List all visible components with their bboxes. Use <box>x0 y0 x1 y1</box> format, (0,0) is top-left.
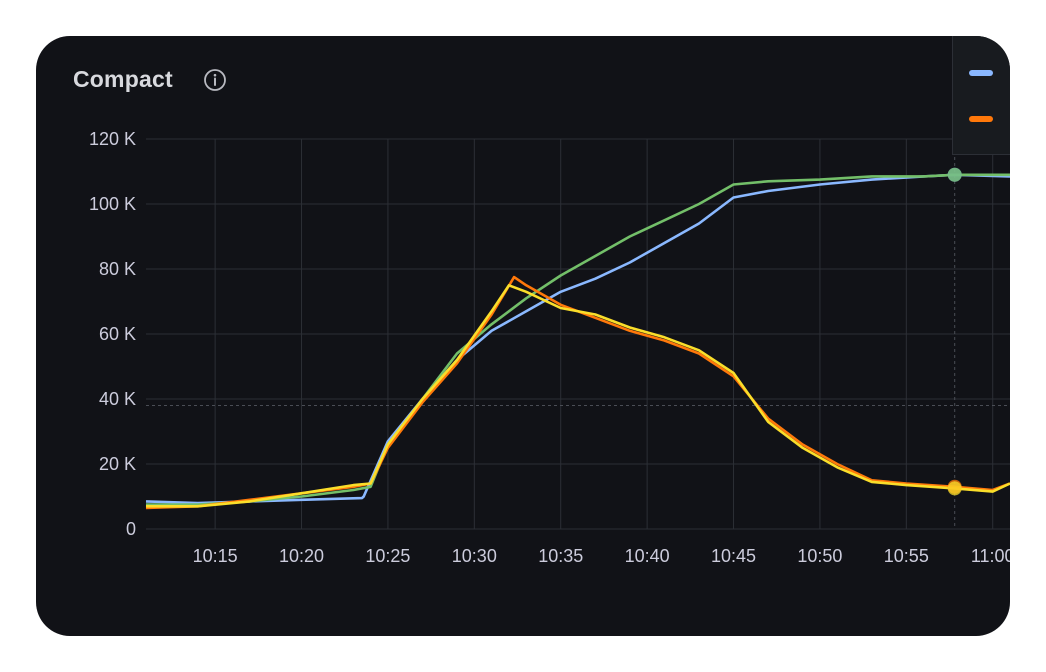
x-tick-label: 10:35 <box>538 546 583 566</box>
y-tick-label: 40 K <box>99 389 136 409</box>
y-tick-label: 60 K <box>99 324 136 344</box>
x-tick-label: 10:15 <box>193 546 238 566</box>
chart-panel: Compact 0 20 K 40 K 60 K 80 K 100 K 120 K 10:15… <box>36 36 1010 636</box>
x-tick-label: 10:20 <box>279 546 324 566</box>
legend-swatch[interactable] <box>969 70 993 76</box>
hover-point-2 <box>947 167 962 182</box>
legend-swatch[interactable] <box>969 116 993 122</box>
y-tick-label: 120 K <box>89 129 136 149</box>
x-tick-label: 10:55 <box>884 546 929 566</box>
legend <box>952 36 1010 155</box>
hover-point-4 <box>947 481 962 496</box>
series-line-2 <box>146 173 1010 506</box>
line-chart: 0 20 K 40 K 60 K 80 K 100 K 120 K 10:15 10:20 10:… <box>89 129 1010 566</box>
y-tick-label: 0 <box>126 519 136 539</box>
x-tick-label: 10:50 <box>797 546 842 566</box>
series-line-1 <box>145 173 1010 505</box>
x-tick-label: 11:00 <box>971 546 1010 566</box>
panel-header: Compact <box>73 66 227 93</box>
panel-title: Compact <box>73 66 173 92</box>
y-tick-label: 100 K <box>89 194 136 214</box>
y-tick-label: 20 K <box>99 454 136 474</box>
y-tick-label: 80 K <box>99 259 136 279</box>
x-tick-label: 10:45 <box>711 546 756 566</box>
info-icon[interactable] <box>203 68 227 92</box>
x-tick-label: 10:30 <box>452 546 497 566</box>
x-tick-label: 10:25 <box>365 546 410 566</box>
series-line-4 <box>146 284 1010 508</box>
x-tick-label: 10:40 <box>625 546 670 566</box>
